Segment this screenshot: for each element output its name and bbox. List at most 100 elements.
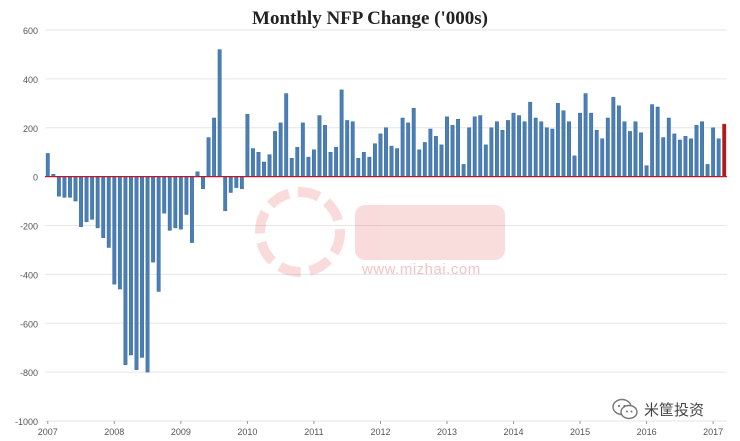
x-tick-label: 2011 bbox=[304, 427, 323, 437]
bar bbox=[334, 147, 339, 177]
y-tick-label: -200 bbox=[20, 222, 38, 232]
bar bbox=[666, 117, 671, 177]
bar bbox=[190, 176, 194, 243]
bar bbox=[68, 176, 72, 198]
x-tick-label: 2009 bbox=[171, 427, 191, 437]
bar bbox=[289, 158, 294, 177]
bar bbox=[583, 93, 588, 177]
x-tick-label: 2008 bbox=[104, 427, 124, 437]
bar bbox=[522, 121, 527, 177]
bar bbox=[700, 121, 704, 177]
bar bbox=[378, 133, 383, 177]
bar bbox=[278, 122, 283, 177]
y-tick-label: -400 bbox=[20, 270, 38, 280]
x-tick-label: 2014 bbox=[504, 427, 524, 437]
bar bbox=[506, 120, 510, 177]
wechat-badge: 米筐投资 bbox=[612, 398, 704, 420]
bar bbox=[406, 122, 411, 177]
bar bbox=[511, 112, 516, 177]
y-tick-label: 400 bbox=[23, 75, 38, 85]
bar bbox=[173, 176, 178, 229]
bar bbox=[95, 176, 100, 229]
wechat-icon bbox=[612, 398, 638, 420]
bar bbox=[350, 121, 355, 177]
bar bbox=[201, 176, 205, 190]
bar bbox=[589, 112, 594, 177]
bar bbox=[134, 176, 139, 370]
bar bbox=[655, 106, 660, 177]
bar bbox=[223, 176, 228, 212]
bar bbox=[605, 117, 610, 177]
bar bbox=[73, 176, 78, 202]
bar bbox=[256, 151, 261, 177]
bar bbox=[156, 176, 161, 292]
bar bbox=[722, 123, 727, 177]
bar bbox=[483, 144, 488, 177]
watermark-url: www.mizhai.com bbox=[362, 261, 481, 278]
x-axis-ticks: 2007 2008 2009 2010 2011 2012 2013 2014 2015 2016… bbox=[38, 421, 723, 437]
bar bbox=[544, 127, 549, 177]
bar bbox=[616, 105, 621, 177]
bar bbox=[644, 165, 649, 177]
bar bbox=[101, 176, 106, 238]
bar bbox=[561, 110, 566, 177]
bar bbox=[306, 156, 311, 177]
bar bbox=[178, 176, 183, 230]
bar bbox=[117, 176, 122, 290]
x-tick-label: 2010 bbox=[237, 427, 257, 437]
bar bbox=[195, 171, 200, 177]
bar bbox=[716, 138, 721, 177]
bar bbox=[79, 176, 83, 227]
bar bbox=[672, 133, 677, 177]
bar bbox=[317, 115, 322, 177]
bar bbox=[273, 131, 278, 177]
bar bbox=[295, 147, 300, 177]
bar bbox=[106, 176, 111, 248]
bar bbox=[705, 164, 710, 177]
x-tick-label: 2015 bbox=[570, 427, 590, 437]
y-tick-label: 0 bbox=[33, 173, 38, 183]
bar bbox=[367, 156, 372, 177]
x-tick-label: 2016 bbox=[637, 427, 657, 437]
bar bbox=[472, 116, 477, 177]
y-tick-label: -1000 bbox=[15, 417, 38, 427]
bar bbox=[140, 176, 144, 358]
bar bbox=[445, 116, 449, 177]
bar bbox=[461, 164, 466, 177]
y-tick-label: 200 bbox=[23, 124, 38, 134]
bar bbox=[528, 101, 533, 177]
watermark-logo bbox=[255, 187, 505, 277]
bar bbox=[300, 122, 305, 177]
bar bbox=[217, 49, 222, 177]
bar bbox=[411, 107, 416, 177]
bar bbox=[267, 154, 272, 177]
x-tick-label: 2017 bbox=[703, 427, 723, 437]
bar bbox=[372, 143, 377, 177]
y-tick-label: 600 bbox=[23, 26, 38, 36]
bar bbox=[478, 115, 483, 177]
chart-title: Monthly NFP Change ('000s) bbox=[252, 8, 488, 29]
bar bbox=[661, 137, 666, 177]
bar bbox=[345, 120, 350, 177]
bar bbox=[450, 125, 455, 177]
bar bbox=[184, 176, 189, 215]
bar bbox=[417, 149, 422, 177]
bar bbox=[428, 128, 433, 177]
bar bbox=[467, 127, 472, 177]
bar bbox=[433, 136, 438, 177]
bar bbox=[361, 151, 366, 177]
bar bbox=[456, 118, 461, 177]
bar bbox=[555, 103, 560, 177]
x-tick-label: 2013 bbox=[437, 427, 457, 437]
bar bbox=[62, 176, 67, 198]
bar bbox=[628, 131, 632, 177]
bar bbox=[167, 176, 172, 231]
bar bbox=[550, 128, 555, 177]
bar bbox=[56, 176, 61, 197]
bar bbox=[639, 132, 643, 177]
y-tick-label: -800 bbox=[20, 368, 38, 378]
bar bbox=[489, 127, 494, 177]
bar bbox=[162, 176, 167, 214]
bar bbox=[206, 137, 211, 177]
